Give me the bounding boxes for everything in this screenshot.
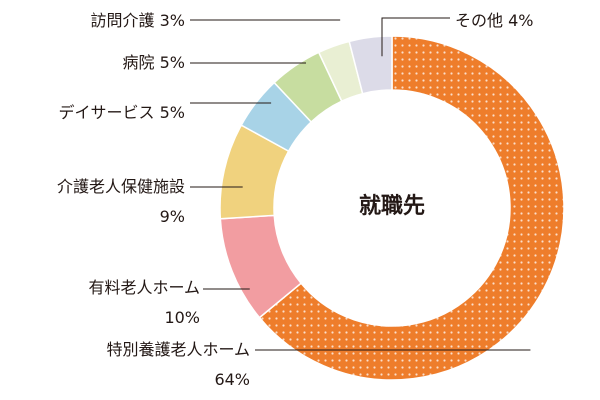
slice-6 [348, 35, 393, 95]
slice-2-label: 介護老人保健施設 [57, 177, 185, 196]
slice-0-dot-pattern [259, 36, 565, 380]
leader-lines [190, 17, 531, 351]
slice-4-label: 病院 5% [123, 53, 185, 72]
slice-6-leader [381, 17, 450, 57]
slice-2-value-label: 9% [160, 207, 185, 226]
donut-slices [219, 35, 565, 381]
slice-1-value-label: 10% [164, 308, 200, 327]
slice-0-value-label: 64% [214, 370, 250, 389]
slice-3-label: デイサービス 5% [59, 103, 185, 122]
slice-labels: 特別養護老人ホーム 64% 有料老人ホーム 10% 介護老人保健施設 9% デイサービス 5… [57, 11, 534, 389]
slice-0-label: 特別養護老人ホーム [106, 340, 250, 359]
slice-5-label: 訪問介護 3% [91, 11, 185, 30]
center-label: 就職先 [359, 193, 425, 219]
slice-1-label: 有料老人ホーム [88, 278, 200, 297]
slice-6-label: その他 4% [455, 11, 533, 30]
